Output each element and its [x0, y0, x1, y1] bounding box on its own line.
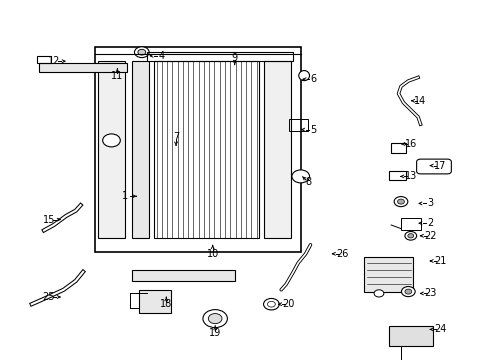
Circle shape	[134, 47, 149, 58]
Circle shape	[404, 231, 416, 240]
Circle shape	[291, 170, 309, 183]
Text: 2: 2	[427, 218, 432, 228]
Text: 13: 13	[404, 171, 416, 181]
Ellipse shape	[298, 71, 309, 81]
Text: 9: 9	[231, 53, 237, 63]
Bar	[264, 61, 290, 238]
Text: 3: 3	[427, 198, 432, 208]
Text: 23: 23	[423, 288, 436, 298]
Text: 8: 8	[305, 177, 310, 187]
Circle shape	[393, 197, 407, 207]
Bar	[37, 56, 51, 63]
Text: 10: 10	[206, 249, 219, 259]
Bar	[400, 218, 420, 230]
Bar	[390, 143, 405, 153]
Text: 17: 17	[433, 161, 446, 171]
Text: 20: 20	[282, 299, 294, 309]
Text: 6: 6	[309, 74, 315, 84]
Circle shape	[208, 314, 222, 324]
Text: 15: 15	[42, 215, 55, 225]
Circle shape	[401, 287, 414, 297]
Bar	[95, 47, 300, 252]
Text: 5: 5	[309, 125, 315, 135]
Bar	[146, 52, 293, 61]
Text: 7: 7	[173, 132, 179, 142]
Circle shape	[404, 289, 411, 294]
Text: 18: 18	[160, 299, 172, 309]
Text: 24: 24	[433, 324, 446, 334]
Bar	[98, 61, 124, 238]
Bar	[39, 63, 127, 72]
Bar	[388, 326, 432, 346]
Text: 19: 19	[208, 328, 221, 338]
Text: 12: 12	[47, 56, 60, 66]
Bar	[154, 61, 259, 238]
Bar	[364, 257, 412, 292]
Text: 11: 11	[111, 71, 123, 81]
Circle shape	[397, 199, 404, 204]
Bar	[388, 171, 405, 180]
Text: 16: 16	[404, 139, 416, 149]
Text: 26: 26	[335, 249, 348, 259]
Bar	[132, 61, 149, 238]
FancyBboxPatch shape	[416, 159, 450, 174]
Circle shape	[373, 290, 383, 297]
Bar	[139, 290, 171, 313]
Circle shape	[138, 49, 145, 55]
Text: 25: 25	[42, 292, 55, 302]
Text: 4: 4	[158, 51, 164, 61]
Text: 22: 22	[423, 231, 436, 241]
Text: 14: 14	[413, 96, 426, 106]
Text: 21: 21	[433, 256, 446, 266]
Circle shape	[102, 134, 120, 147]
Text: 1: 1	[122, 191, 127, 201]
Circle shape	[267, 301, 275, 307]
Circle shape	[203, 310, 227, 328]
Bar	[288, 119, 307, 131]
Circle shape	[263, 298, 279, 310]
Bar	[132, 270, 234, 281]
Circle shape	[407, 234, 413, 238]
